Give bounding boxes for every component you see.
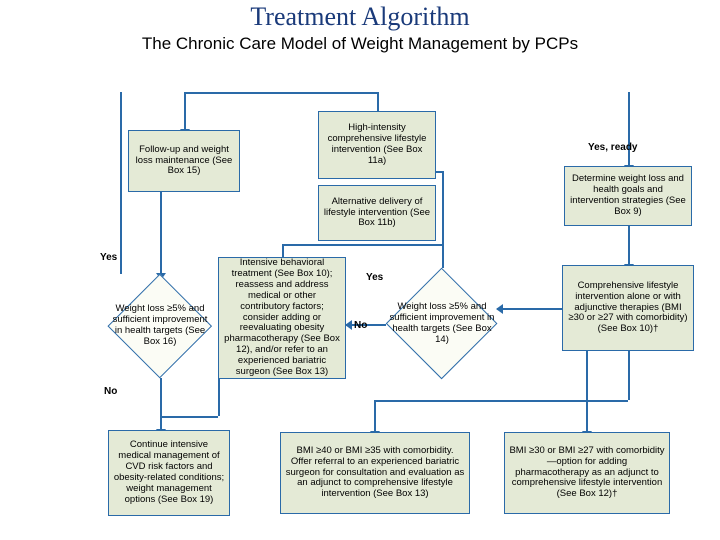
flowchart-box-n11c: Comprehensive lifestyle intervention alo… (562, 265, 694, 351)
flowchart-box-n11b: Alternative delivery of lifestyle interv… (318, 185, 436, 241)
edge-label-yes_mid: Yes (366, 272, 383, 283)
flowchart-box-n12: BMI ≥30 or BMI ≥27 with comorbidity—opti… (504, 432, 670, 514)
edge-label-no_left: No (104, 386, 117, 397)
edge-label-yes_ready: Yes, ready (588, 142, 637, 153)
flowchart-box-n19: Continue intensive medical management of… (108, 430, 230, 516)
flowchart-box-n9: Determine weight loss and health goals a… (564, 166, 692, 226)
flowchart-decision-text-n16: Weight loss ≥5% and sufficient improveme… (108, 274, 212, 378)
flowchart-box-n13: BMI ≥40 or BMI ≥35 with comorbidity. Off… (280, 432, 470, 514)
page-subtitle: The Chronic Care Model of Weight Managem… (0, 34, 720, 54)
flowchart-box-n15: Follow-up and weight loss maintenance (S… (128, 130, 240, 192)
page-title: Treatment Algorithm (0, 2, 720, 32)
edge-label-yes_top: Yes (100, 252, 117, 263)
flowchart-box-n10: Intensive behavioral treatment (See Box … (218, 257, 346, 379)
flowchart-box-n11a: High-intensity comprehensive lifestyle i… (318, 111, 436, 179)
edge-label-no_mid: No (354, 320, 367, 331)
flowchart-decision-text-n14: Weight loss ≥5% and sufficient improveme… (386, 268, 498, 380)
